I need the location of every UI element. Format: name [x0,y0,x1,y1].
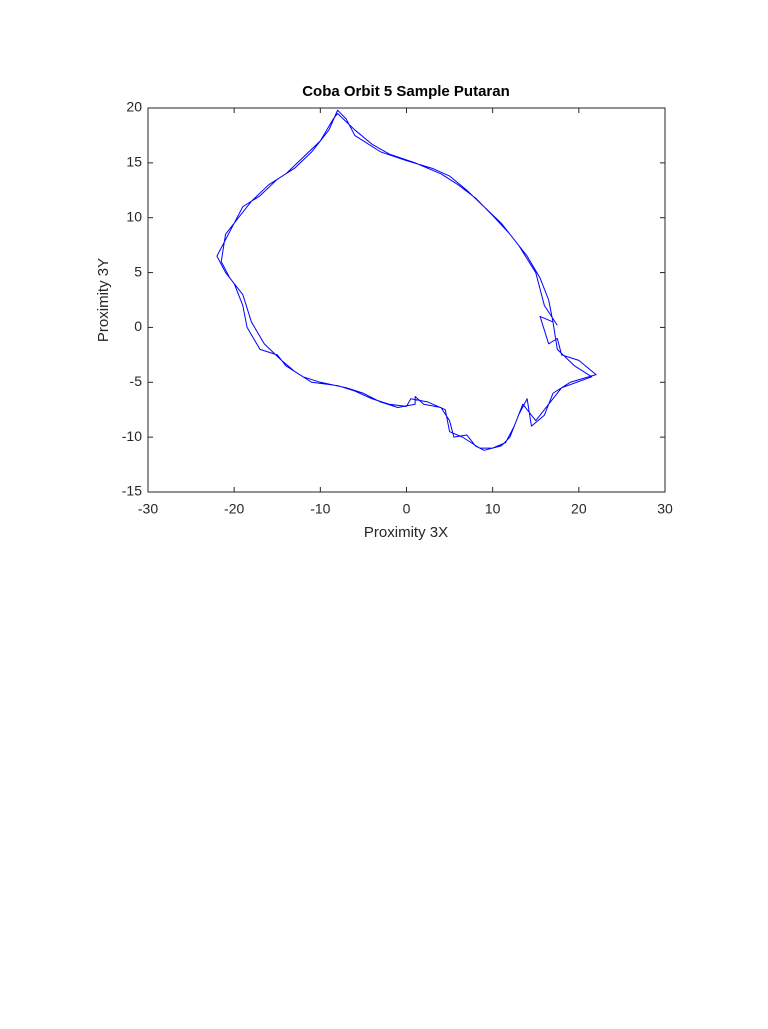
y-tick-label: -10 [122,428,142,444]
y-tick-label: -15 [122,483,142,499]
axes-box [147,107,666,493]
x-tick-label: 0 [403,501,411,517]
y-tick-label: 20 [126,99,142,115]
x-tick-label: 10 [485,501,501,517]
y-tick-label: 10 [126,208,142,224]
y-tick-label: 0 [134,318,142,334]
x-axis-label: Proximity 3X [364,524,448,541]
chart-title: Coba Orbit 5 Sample Putaran [302,83,510,100]
y-tick-label: 15 [126,154,142,170]
x-tick-label: -10 [310,501,330,517]
x-tick-label: 30 [657,501,673,517]
x-tick-label: 20 [571,501,587,517]
y-tick-label: -5 [130,373,143,389]
y-axis-label: Proximity 3Y [95,258,112,342]
plot-area [148,108,665,492]
x-tick-label: -30 [138,501,158,517]
orbit-line [216,109,597,451]
x-tick-label: -20 [224,501,244,517]
y-tick-label: 5 [134,263,142,279]
